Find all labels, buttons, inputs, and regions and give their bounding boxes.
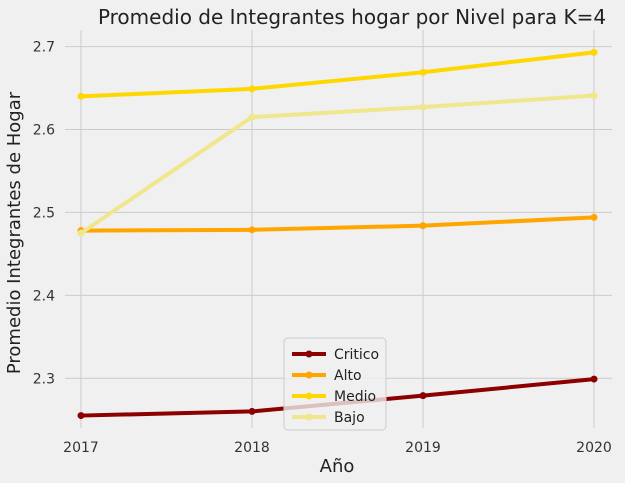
legend-label-critico: Critico: [334, 347, 379, 363]
data-point-bajo: [248, 113, 256, 121]
y-tick-label: 2.7: [33, 40, 55, 56]
data-point-critico: [419, 392, 427, 400]
data-point-critico: [248, 407, 256, 415]
y-tick-label: 2.4: [33, 288, 55, 304]
legend-label-bajo: Bajo: [334, 410, 365, 426]
data-point-alto: [590, 213, 598, 221]
data-point-alto: [419, 222, 427, 230]
legend-marker-medio: [305, 392, 313, 400]
x-tick-label: 2020: [576, 440, 612, 456]
series-line-medio: [79, 50, 596, 99]
data-point-critico: [77, 412, 85, 420]
series-bajo: [77, 92, 598, 237]
legend: Critico Alto Medio Bajo: [283, 337, 387, 431]
series-medio: [77, 48, 598, 100]
legend-label-alto: Alto: [334, 368, 362, 384]
series-line-alto: [79, 215, 596, 233]
data-point-alto: [248, 226, 256, 234]
data-point-medio: [419, 68, 427, 76]
legend-marker-critico: [305, 350, 313, 358]
legend-box: [283, 337, 387, 431]
data-point-bajo: [419, 103, 427, 111]
data-point-bajo: [77, 229, 85, 237]
x-tick-label: 2018: [234, 440, 270, 456]
legend-marker-alto: [305, 371, 313, 379]
x-tick-label: 2017: [63, 440, 99, 456]
x-axis-label: Año: [320, 456, 355, 477]
x-tick-labels: 2017 2018 2019 2020: [63, 440, 612, 456]
series-alto: [77, 213, 598, 235]
y-tick-label: 2.3: [33, 371, 55, 387]
x-tick-label: 2019: [405, 440, 441, 456]
y-axis-label: Promedio Integrantes de Hogar: [4, 91, 25, 374]
data-point-bajo: [590, 92, 598, 100]
data-point-medio: [248, 85, 256, 93]
data-point-medio: [77, 92, 85, 100]
y-tick-label: 2.5: [33, 205, 55, 221]
y-tick-labels: 2.3 2.4 2.5 2.6 2.7: [33, 40, 55, 388]
y-tick-label: 2.6: [33, 123, 55, 139]
data-point-medio: [590, 48, 598, 56]
legend-label-medio: Medio: [334, 389, 376, 405]
series-line-bajo: [79, 93, 596, 236]
data-point-critico: [590, 375, 598, 383]
legend-marker-bajo: [305, 413, 313, 421]
chart-title: Promedio de Integrantes hogar por Nivel …: [98, 5, 606, 29]
